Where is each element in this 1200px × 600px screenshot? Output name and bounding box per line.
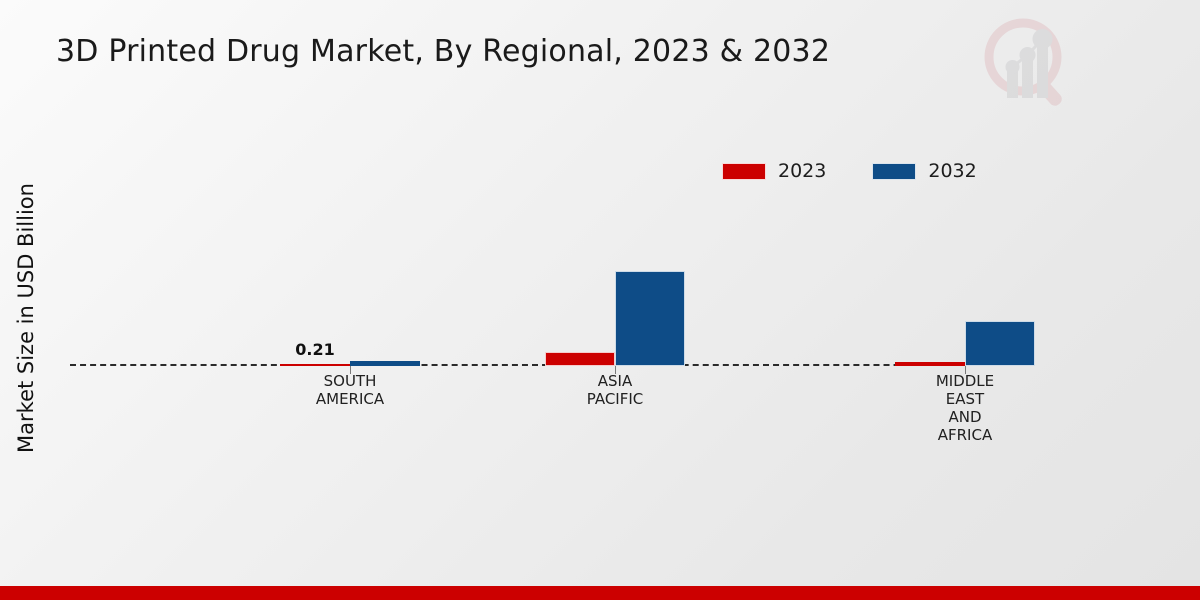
x-tick-south-america [350, 366, 351, 374]
x-label-line: SOUTH [323, 372, 377, 390]
bar-group-south-america: 0.21 SOUTH AMERICA [280, 150, 420, 408]
x-label-south-america: SOUTH AMERICA [255, 372, 445, 408]
x-label-line: AND [948, 408, 982, 426]
bar-south-america-2032[interactable] [350, 361, 420, 366]
x-tick-middle-east-and-africa [965, 366, 966, 374]
x-label-asia-pacific: ASIA PACIFIC [520, 372, 710, 408]
x-label-line: ASIA [597, 372, 633, 390]
chart-legend: 2023 2032 [722, 160, 977, 182]
bar-value-south-america-2023: 0.21 [295, 340, 335, 359]
x-label-middle-east-and-africa: MIDDLE EAST AND AFRICA [870, 372, 1060, 444]
legend-swatch-2032-icon [872, 162, 917, 180]
bar-group-middle-east-and-africa: MIDDLE EAST AND AFRICA [895, 150, 1035, 444]
x-label-line: AFRICA [937, 426, 993, 444]
x-label-line: AMERICA [315, 390, 385, 408]
x-label-line: MIDDLE [935, 372, 995, 390]
bar-group-asia-pacific: ASIA PACIFIC [545, 150, 685, 408]
chart-title: 3D Printed Drug Market, By Regional, 202… [56, 34, 831, 69]
plot-area: 0.21 SOUTH AMERICA ASIA PACIFIC [70, 150, 1035, 444]
legend-label-2023: 2023 [778, 160, 827, 182]
legend-swatch-2023-icon [722, 162, 766, 180]
bar-middle-east-and-africa-2023[interactable] [895, 362, 965, 366]
legend-item-2032[interactable]: 2032 [872, 160, 977, 182]
market-research-magnifier-logo-icon [975, 12, 1080, 112]
x-label-line: EAST [945, 390, 985, 408]
x-axis-baseline [70, 364, 1000, 366]
x-tick-asia-pacific [615, 366, 616, 374]
legend-item-2023[interactable]: 2023 [722, 160, 826, 182]
bar-asia-pacific-2023[interactable] [545, 352, 615, 366]
bar-south-america-2023[interactable] [280, 364, 350, 366]
bar-middle-east-and-africa-2032[interactable] [965, 321, 1035, 366]
legend-label-2032: 2032 [928, 160, 977, 182]
y-axis-title: Market Size in USD Billion [14, 183, 38, 453]
bar-asia-pacific-2032[interactable] [615, 271, 685, 366]
footer-accent-bar [0, 586, 1200, 600]
x-label-line: PACIFIC [586, 390, 644, 408]
